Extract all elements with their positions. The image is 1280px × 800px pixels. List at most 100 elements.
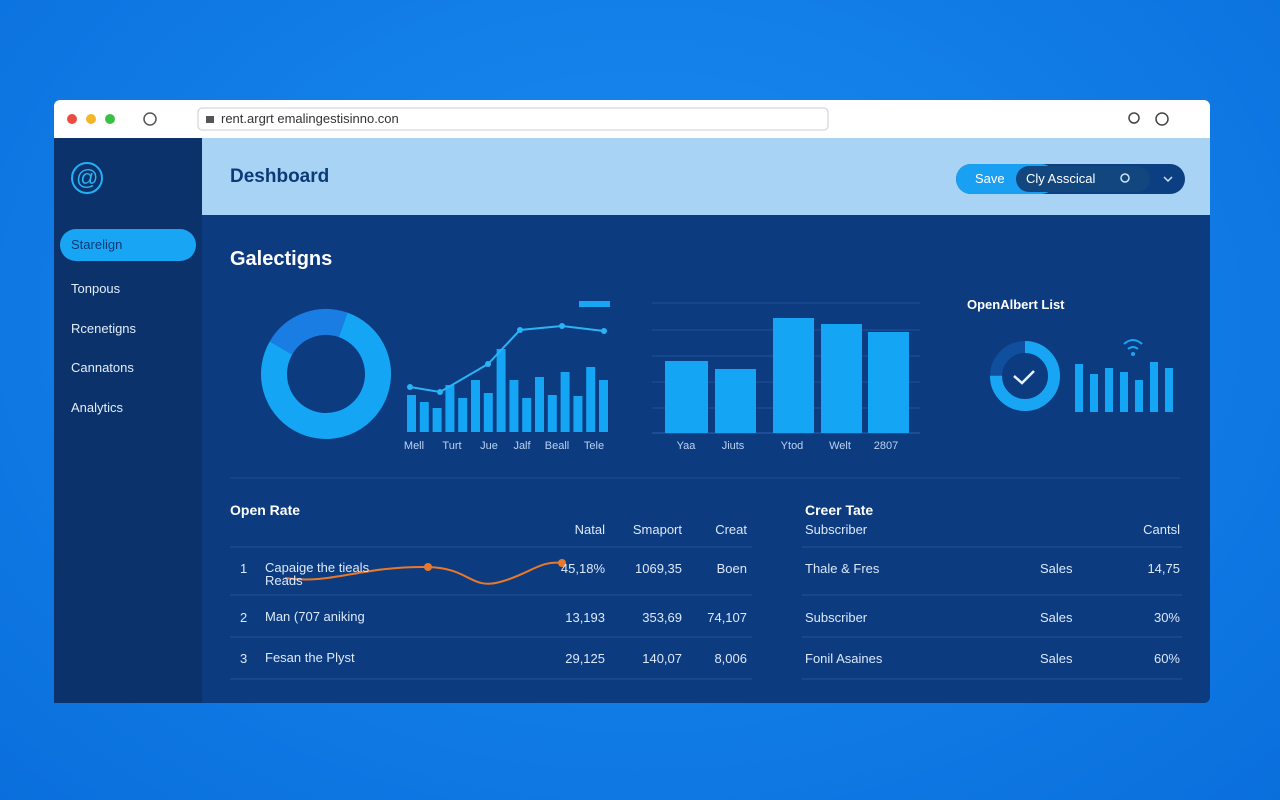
nav-item[interactable]: Rcenetigns xyxy=(71,321,137,336)
bar xyxy=(1075,364,1083,412)
search[interactable] xyxy=(1120,173,1130,183)
section-title: Galectigns xyxy=(230,248,333,270)
bar xyxy=(522,398,532,432)
bar xyxy=(586,367,596,432)
reload[interactable] xyxy=(143,112,157,126)
bar xyxy=(573,396,583,432)
bar xyxy=(1105,368,1113,412)
cell: 29,125 xyxy=(565,651,605,666)
row-name: Thale & Fres xyxy=(805,561,880,576)
column-header: Creat xyxy=(715,522,747,537)
nav-item[interactable]: Tonpous xyxy=(71,281,121,296)
nav-active[interactable] xyxy=(60,229,196,261)
line-point xyxy=(559,323,565,329)
sparkline-dot xyxy=(558,559,566,567)
page-title: Deshboard xyxy=(230,166,330,187)
column-header: Cantsl xyxy=(1143,522,1180,537)
table-title: Open Rate xyxy=(230,502,301,518)
account-label[interactable]: Cly Asscical xyxy=(1026,171,1096,186)
column-header: Subscriber xyxy=(805,522,868,537)
cell: 45,18% xyxy=(560,561,605,576)
legend-chip xyxy=(579,301,610,307)
x-label: Beall xyxy=(544,440,570,452)
sparkline xyxy=(284,561,563,585)
logo-ring xyxy=(71,162,103,194)
url[interactable]: rent.argrt emalingestisinno.con xyxy=(221,111,399,126)
cell: 74,107 xyxy=(707,610,747,625)
bar xyxy=(560,372,570,432)
bar xyxy=(1090,374,1098,412)
x-label: Jue xyxy=(480,440,498,452)
row-number: 1 xyxy=(240,561,248,576)
column-header: Natal xyxy=(574,522,605,537)
sidebar xyxy=(54,138,202,703)
lock xyxy=(206,116,214,123)
cell: 30% xyxy=(1153,610,1180,625)
bar xyxy=(458,398,468,432)
save-label[interactable]: Save xyxy=(975,171,1005,186)
cell: Sales xyxy=(1040,561,1073,576)
nav-item[interactable]: Starelign xyxy=(71,237,123,252)
widget-title: OpenAlbert List xyxy=(967,297,1065,312)
cell: 1069,35 xyxy=(635,561,682,576)
x-label: Ytod xyxy=(780,440,804,452)
bar xyxy=(599,380,608,432)
row-name: Fesan the Plyst xyxy=(265,650,355,665)
bar xyxy=(483,393,493,432)
x-label: Turt xyxy=(442,440,462,452)
dropdown[interactable] xyxy=(1163,176,1173,183)
close[interactable] xyxy=(67,114,77,124)
wifi-dot xyxy=(1131,352,1135,356)
cell: Boen xyxy=(716,561,747,576)
bar xyxy=(496,349,506,432)
bar xyxy=(509,380,519,432)
bar xyxy=(535,377,544,432)
url-bar[interactable] xyxy=(197,107,829,131)
cell: 353,69 xyxy=(642,610,682,625)
maximize[interactable] xyxy=(105,114,115,124)
bar xyxy=(821,324,862,433)
x-label: Tele xyxy=(583,440,605,452)
bar xyxy=(547,395,557,432)
x-label: Mell xyxy=(403,440,425,452)
cell: 8,006 xyxy=(714,651,747,666)
cell: 140,07 xyxy=(642,651,682,666)
wifi xyxy=(1123,339,1143,350)
nav-item[interactable]: Analytics xyxy=(71,400,124,415)
line-point xyxy=(437,389,443,395)
account-button[interactable] xyxy=(1016,166,1150,192)
bar xyxy=(471,380,480,432)
nav-item[interactable]: Cannatons xyxy=(71,360,134,375)
row-name: Man (707 aniking xyxy=(265,609,365,624)
row-name: Subscriber xyxy=(805,610,868,625)
cell: Sales xyxy=(1040,610,1073,625)
line-point xyxy=(485,361,491,367)
bar xyxy=(868,332,909,433)
table-title: Creer Tate xyxy=(805,502,874,518)
minimize[interactable] xyxy=(86,114,96,124)
bar xyxy=(1150,362,1158,412)
row-number: 3 xyxy=(240,651,248,666)
bar xyxy=(665,361,708,433)
cell: Sales xyxy=(1040,651,1073,666)
profile-icon[interactable] xyxy=(1155,112,1169,126)
line-point xyxy=(601,328,607,334)
search-icon[interactable] xyxy=(1128,112,1140,124)
column-header: Smaport xyxy=(632,522,682,537)
table-lines xyxy=(230,546,1182,680)
row-number: 2 xyxy=(240,610,248,625)
bar xyxy=(432,408,442,432)
bar xyxy=(1120,372,1128,412)
line xyxy=(409,324,605,394)
window xyxy=(54,100,1210,703)
x-label: 2807 xyxy=(873,440,899,452)
donut-segment xyxy=(261,309,391,439)
logo: @ xyxy=(76,165,99,190)
line-point xyxy=(407,384,413,390)
bar xyxy=(419,402,429,432)
cell: 13,193 xyxy=(565,610,605,625)
row-name: Capaige the tieals Reads xyxy=(265,560,370,588)
bar xyxy=(773,318,814,433)
